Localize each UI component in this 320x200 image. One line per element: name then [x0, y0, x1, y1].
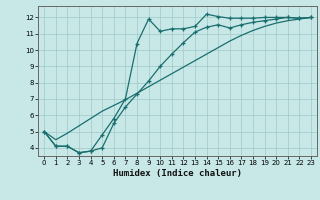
- X-axis label: Humidex (Indice chaleur): Humidex (Indice chaleur): [113, 169, 242, 178]
